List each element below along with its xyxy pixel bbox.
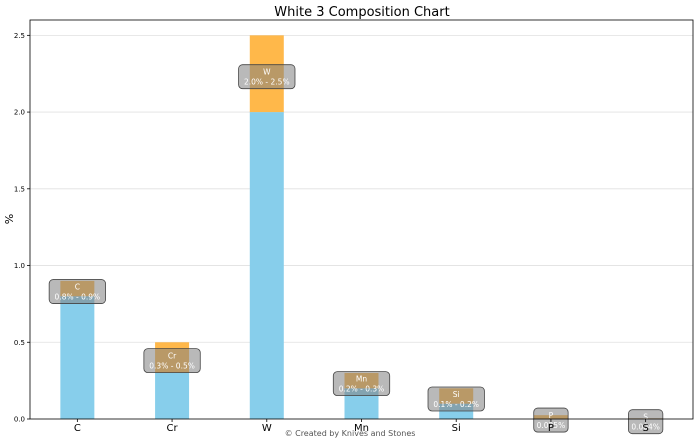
y-ticks: 0.0 0.5 1.0 1.5 2.0 2.5 [14, 32, 30, 424]
y-tick-label: 0.0 [14, 416, 25, 424]
x-tick-label: C [74, 423, 81, 434]
bar-label-range: 0.1% - 0.2% [433, 400, 479, 409]
bar-label-element: P [549, 411, 554, 420]
x-tick-label: S [642, 423, 648, 434]
chart-title: White 3 Composition Chart [274, 5, 449, 20]
y-tick-label: 2.0 [14, 109, 25, 117]
bar-label-element: W [263, 68, 271, 77]
bar-label-box [48, 279, 106, 304]
x-tick-label: W [262, 423, 272, 434]
y-tick-label: 1.0 [14, 262, 25, 270]
y-tick-label: 0.5 [14, 339, 25, 347]
bar-label-element: S [643, 413, 648, 422]
plot-frame [29, 19, 694, 420]
x-tick-label: P [548, 423, 554, 434]
x-ticks: C Cr W Mn Si P S [74, 419, 649, 434]
bar-label-element: Cr [168, 352, 177, 361]
y-axis-label: % [3, 214, 16, 224]
bar-min-cr [155, 372, 190, 419]
bar-label-range: 0.004% [631, 423, 660, 432]
bar-label-range: 0.025% [537, 421, 566, 430]
x-tick-label: Si [452, 423, 461, 434]
grid-lines [30, 34, 693, 343]
bar-label-box [143, 348, 201, 374]
bar-label-range: 0.8% - 0.9% [55, 293, 101, 302]
y-tick-label: 1.5 [14, 185, 25, 193]
bar-min-c [60, 296, 95, 419]
bar-label-element: Si [453, 390, 460, 399]
bar-label-box [332, 371, 391, 397]
x-tick-label: Mn [354, 423, 369, 434]
bar-label-element: C [75, 283, 80, 292]
bar-label-element: Mn [356, 375, 367, 384]
x-tick-label: Cr [167, 423, 179, 434]
bar-label-range: 2.0% - 2.5% [244, 78, 290, 87]
bar-label-range: 0.2% - 0.3% [339, 385, 385, 394]
credit-text: © Created by Knives and Stones [285, 429, 416, 438]
y-tick-label: 2.5 [14, 32, 25, 40]
bar-label-range: 0.3% - 0.5% [149, 362, 195, 371]
bar-label-box [427, 386, 485, 412]
bar-min-w [249, 112, 284, 420]
bar-labels: C0.8% - 0.9%Cr0.3% - 0.5%W2.0% - 2.5%Mn0… [48, 64, 664, 435]
bar-label-box [238, 64, 296, 90]
